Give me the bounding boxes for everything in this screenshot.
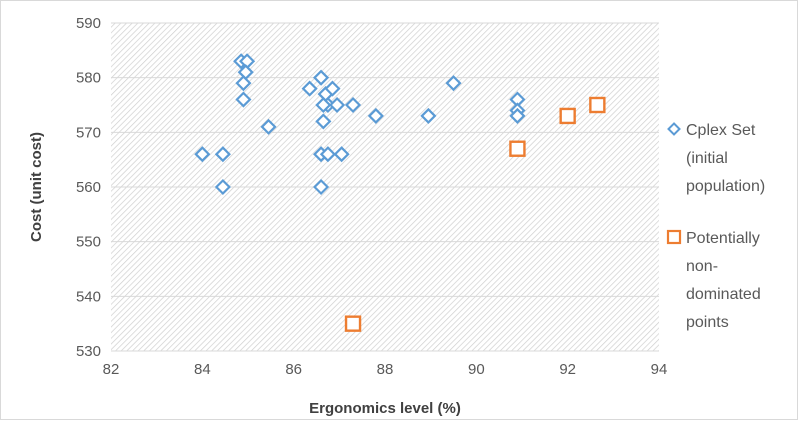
legend-label-line: points [686,314,729,331]
legend-label-line: non- [686,258,718,275]
data-point-square [346,317,360,331]
x-tick-label: 94 [651,361,668,378]
data-point-square [510,142,524,156]
x-tick-label: 88 [377,361,394,378]
y-tick-label: 540 [76,288,101,305]
legend-label-line: (initial [686,150,728,167]
y-tick-label: 530 [76,343,101,360]
legend-marker-square [668,231,680,243]
data-point-square [590,98,604,112]
x-tick-label: 90 [468,361,485,378]
legend-label-line: population) [686,178,765,195]
legend-label-line: Cplex Set [686,122,756,139]
legend-item-1: Cplex Set (initial population) [669,122,766,195]
legend-label-line: dominated [686,286,761,303]
y-tick-label: 580 [76,70,101,87]
legend-marker-diamond [669,124,680,135]
x-tick-label: 86 [285,361,302,378]
legend: Cplex Set (initial population) Potentially n… [668,122,765,331]
y-tick-label: 570 [76,124,101,141]
x-tick-label: 82 [103,361,120,378]
y-tick-label: 590 [76,15,101,32]
y-axis-title: Cost (unit cost) [28,132,45,242]
data-point-square [561,109,575,123]
y-tick-label: 550 [76,234,101,251]
y-tick-label: 560 [76,179,101,196]
x-axis-title: Ergonomics level (%) [309,400,461,417]
x-tick-label: 84 [194,361,211,378]
x-tick-label: 92 [559,361,576,378]
legend-label-line: Potentially [686,230,760,247]
legend-item-2: Potentially non-dominated points [668,230,761,331]
